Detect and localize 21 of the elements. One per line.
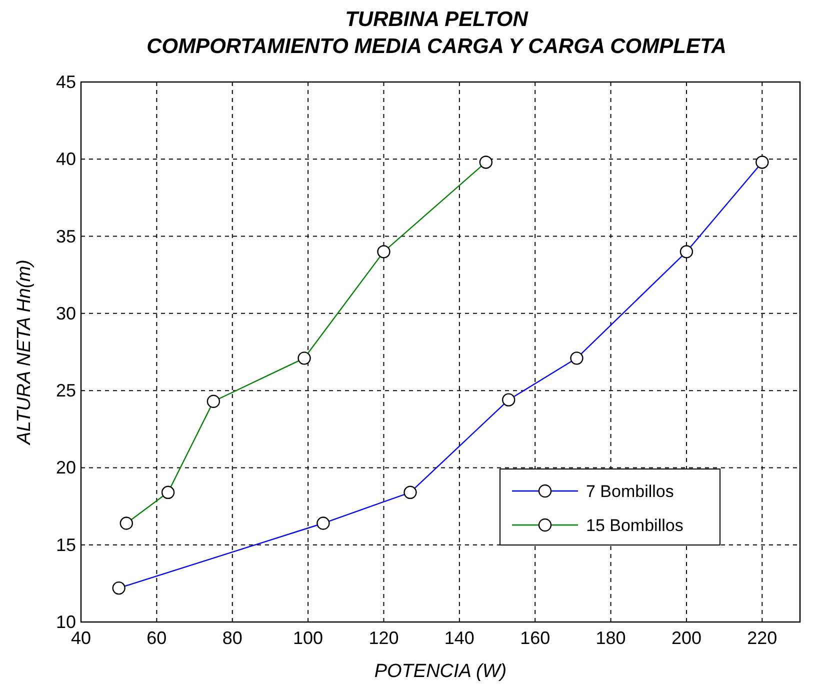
- x-tick-label: 100: [293, 628, 324, 648]
- x-tick-label: 80: [222, 628, 242, 648]
- x-tick-label: 60: [146, 628, 167, 648]
- x-tick-label: 220: [747, 628, 778, 648]
- x-tick-label: 160: [520, 628, 550, 648]
- y-tick-label: 20: [56, 458, 76, 478]
- y-tick-label: 40: [56, 149, 76, 170]
- y-tick-label: 45: [56, 72, 76, 92]
- x-axis-title: POTENCIA (W): [374, 661, 507, 682]
- x-tick-label: 120: [368, 628, 399, 648]
- x-tick-label: 140: [444, 628, 474, 648]
- y-axis-title: ALTURA NETA Hn(m): [14, 260, 35, 446]
- y-tick-label: 30: [56, 303, 76, 324]
- x-tick-label: 200: [671, 628, 702, 648]
- y-tick-label: 15: [56, 534, 76, 555]
- y-tick-label: 25: [56, 380, 76, 401]
- x-tick-label: 180: [596, 628, 626, 648]
- y-tick-label: 35: [56, 226, 76, 246]
- legend-label: 15 Bombillos: [586, 516, 684, 535]
- legend-label: 7 Bombillos: [586, 482, 674, 501]
- chart-title: TURBINA PELTON COMPORTAMIENTO MEDIA CARGA Y CARGA COMPLETA: [146, 8, 726, 58]
